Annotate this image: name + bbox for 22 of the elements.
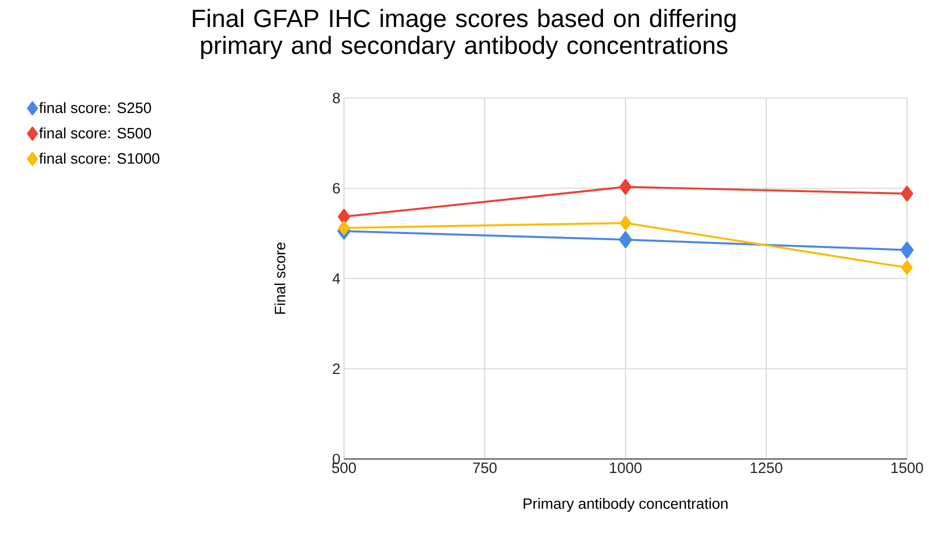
x-axis-title: Primary antibody concentration (524, 498, 728, 512)
x-tick-label: 500 (332, 462, 356, 474)
chart-title: Final GFAP IHC image scores based on differing primary and secondary antibody concentrations (192, 8, 736, 60)
point (620, 216, 632, 230)
y-axis-title: Final score (274, 242, 286, 314)
point (338, 220, 350, 236)
legend-label: final score: S1000 (39, 152, 160, 164)
y-tick-label: 8 (332, 92, 340, 104)
legend-label: final score: S500 (39, 127, 152, 138)
x-tick-label: 750 (473, 462, 497, 474)
point (619, 178, 632, 195)
point (901, 260, 913, 275)
y-tick-label: 2 (332, 364, 340, 374)
point (900, 242, 914, 259)
point (900, 186, 914, 202)
y-tick-label: 6 (332, 182, 340, 194)
x-tick-label: 1000 (610, 462, 642, 474)
x-tick-label: 1250 (750, 462, 782, 474)
point (618, 231, 632, 248)
y-tick-label: 4 (332, 273, 340, 284)
legend-label: final score: S250 (39, 102, 152, 114)
x-tick-label: 1500 (892, 462, 924, 474)
